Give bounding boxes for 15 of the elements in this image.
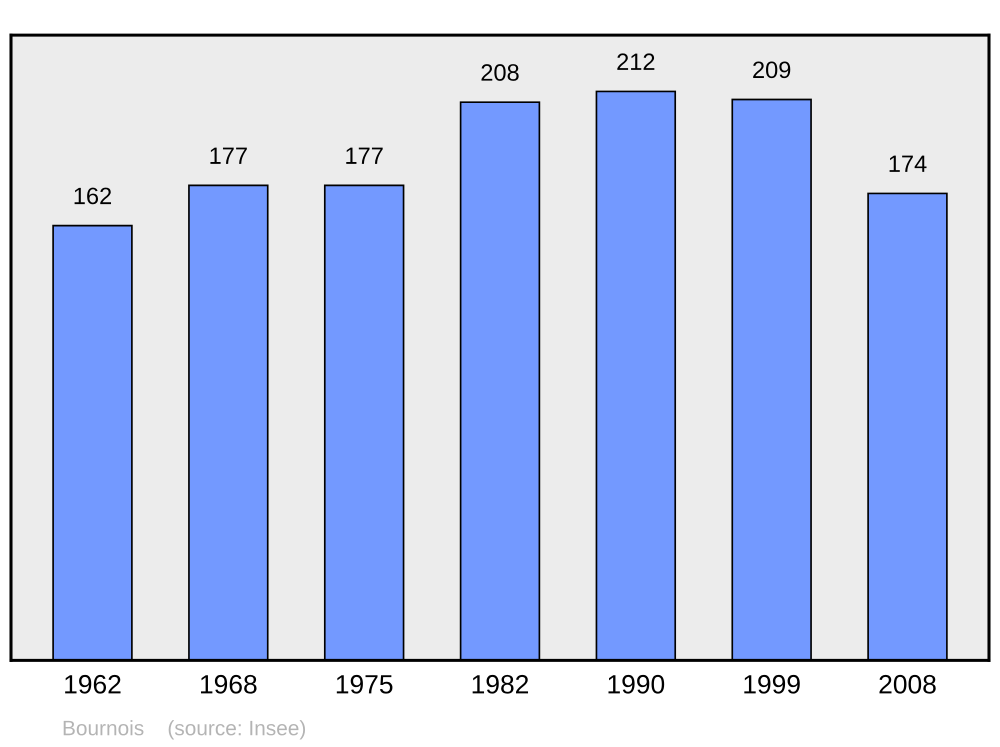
x-tick-label: 1968 (200, 674, 257, 694)
x-tick-label: 1975 (336, 674, 392, 694)
x-tick-label: 1982 (472, 674, 528, 694)
x-tick-label: 2008 (879, 674, 936, 694)
data-label: 162 (74, 188, 112, 204)
x-tick-label: 1990 (608, 674, 664, 694)
data-label: 177 (346, 148, 383, 164)
data-label: 208 (481, 64, 519, 81)
text: Bournois (source: Insee) (64, 720, 306, 740)
data-label: 209 (753, 61, 790, 78)
data-label: 212 (617, 53, 654, 70)
data-label: 174 (890, 156, 927, 172)
x-tick-label: 1999 (744, 674, 800, 694)
data-label: 177 (210, 148, 247, 164)
x-tick-label: 1962 (65, 674, 121, 694)
